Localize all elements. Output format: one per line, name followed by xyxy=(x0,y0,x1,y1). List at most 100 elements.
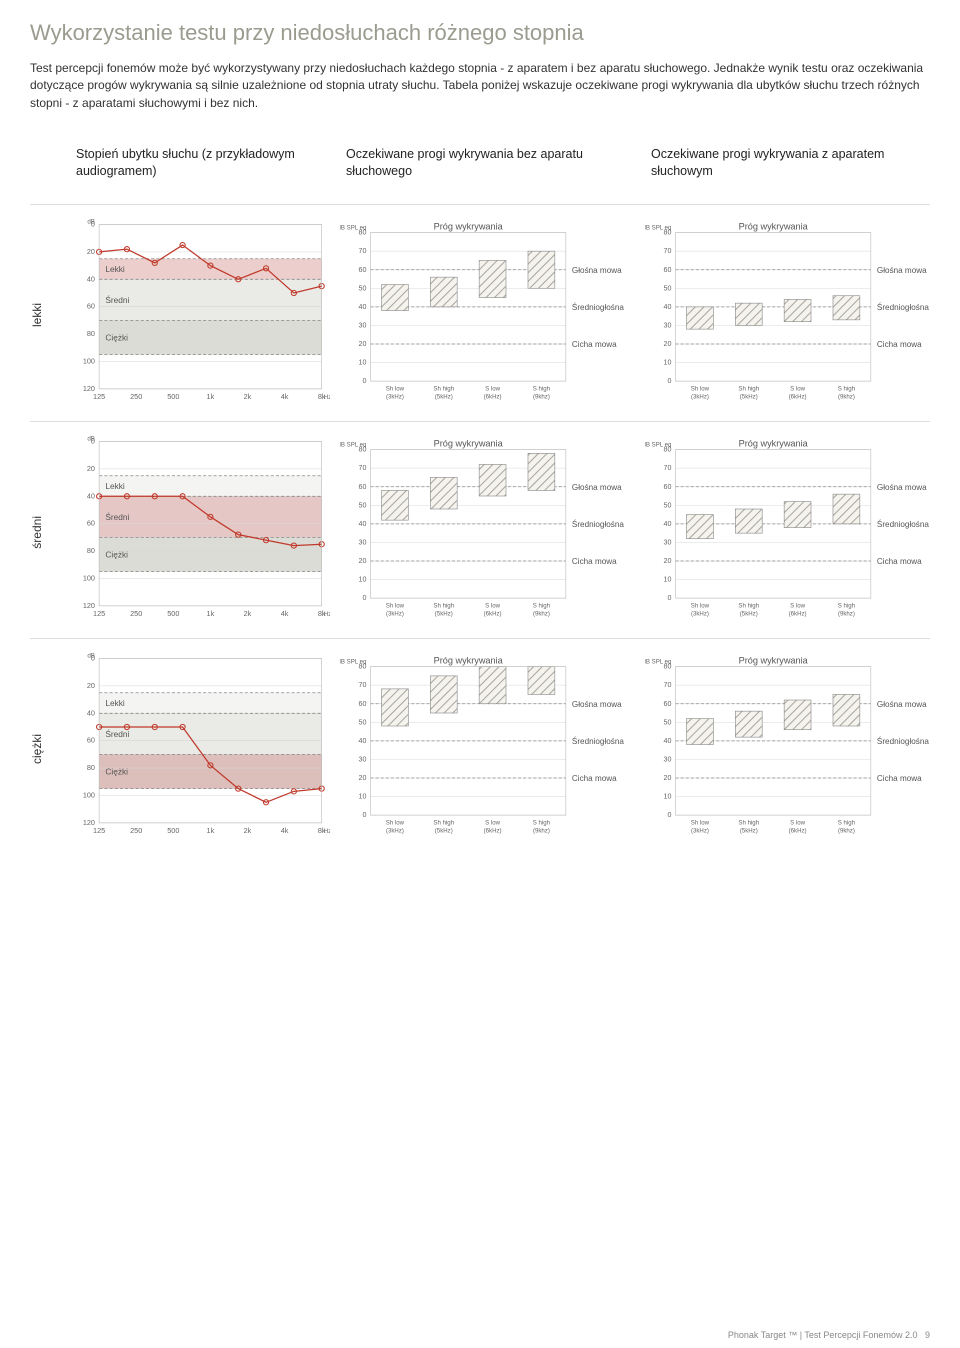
svg-text:0: 0 xyxy=(667,811,671,819)
svg-text:50: 50 xyxy=(359,501,367,509)
barchart-unaided-ciezki: Próg wykrywaniadB SPL eq0102030405060708… xyxy=(340,649,635,849)
audiogram-sredni: LekkiŚredniCiężki020406080100120dB125250… xyxy=(70,432,330,632)
barchart-aided-lekki: Próg wykrywaniadB SPL eq0102030405060708… xyxy=(645,215,940,415)
svg-text:S high: S high xyxy=(533,385,550,392)
svg-text:10: 10 xyxy=(359,576,367,584)
audiogram-lekki: LekkiŚredniCiężki020406080100120dB125250… xyxy=(70,215,330,415)
svg-text:(9khz): (9khz) xyxy=(533,827,550,834)
svg-text:Sh low: Sh low xyxy=(386,602,405,609)
svg-text:4k: 4k xyxy=(281,826,289,835)
svg-text:50: 50 xyxy=(664,284,672,292)
svg-text:(3kHz): (3kHz) xyxy=(386,393,404,400)
svg-text:125: 125 xyxy=(93,826,105,835)
svg-text:60: 60 xyxy=(87,519,95,528)
svg-text:60: 60 xyxy=(359,700,367,708)
svg-text:10: 10 xyxy=(359,793,367,801)
barchart-aided-ciezki: Próg wykrywaniadB SPL eq0102030405060708… xyxy=(645,649,940,849)
svg-text:(5kHz): (5kHz) xyxy=(435,827,453,834)
svg-text:40: 40 xyxy=(87,491,95,500)
svg-text:70: 70 xyxy=(359,681,367,689)
svg-text:100: 100 xyxy=(83,790,95,799)
svg-text:40: 40 xyxy=(359,737,367,745)
unaided-cell-ciezki: Próg wykrywaniadB SPL eq0102030405060708… xyxy=(340,649,635,849)
svg-text:(3kHz): (3kHz) xyxy=(386,827,404,834)
svg-text:70: 70 xyxy=(664,464,672,472)
svg-text:80: 80 xyxy=(359,229,367,237)
svg-text:Cicha mowa: Cicha mowa xyxy=(572,557,617,566)
svg-text:Sh high: Sh high xyxy=(433,385,454,392)
svg-text:40: 40 xyxy=(664,737,672,745)
svg-text:20: 20 xyxy=(87,464,95,473)
svg-text:40: 40 xyxy=(664,520,672,528)
svg-text:Lekki: Lekki xyxy=(105,264,125,274)
svg-text:Głośna mowa: Głośna mowa xyxy=(572,266,622,275)
svg-text:1k: 1k xyxy=(207,392,215,401)
svg-text:80: 80 xyxy=(664,229,672,237)
svg-text:Sh low: Sh low xyxy=(691,385,710,392)
svg-text:80: 80 xyxy=(359,446,367,454)
svg-text:10: 10 xyxy=(664,576,672,584)
svg-text:Sh high: Sh high xyxy=(738,385,759,392)
unaided-cell-sredni: Próg wykrywaniadB SPL eq0102030405060708… xyxy=(340,432,635,632)
svg-text:Średniogłośna: Średniogłośna xyxy=(572,518,624,529)
svg-text:Sh high: Sh high xyxy=(433,602,454,609)
audiogram-cell-ciezki: LekkiŚredniCiężki020406080100120dB125250… xyxy=(70,649,330,849)
svg-text:(5kHz): (5kHz) xyxy=(740,393,758,400)
svg-text:70: 70 xyxy=(664,247,672,255)
svg-text:(5kHz): (5kHz) xyxy=(435,610,453,617)
svg-text:S high: S high xyxy=(533,602,550,609)
svg-text:dB: dB xyxy=(87,435,95,442)
chart-row-sredni: średni LekkiŚredniCiężki020406080100120d… xyxy=(30,421,930,638)
svg-text:20: 20 xyxy=(359,557,367,565)
svg-text:500: 500 xyxy=(167,609,179,618)
svg-text:Próg wykrywania: Próg wykrywania xyxy=(434,655,504,665)
svg-text:Lekki: Lekki xyxy=(105,698,125,708)
svg-text:(6kHz): (6kHz) xyxy=(789,393,807,400)
svg-text:(9khz): (9khz) xyxy=(533,393,550,400)
column-headers: Stopień ubytku słuchu (z przykładowym au… xyxy=(30,132,930,194)
svg-text:Sh low: Sh low xyxy=(386,819,405,826)
audiogram-ciezki: LekkiŚredniCiężki020406080100120dB125250… xyxy=(70,649,330,849)
svg-text:50: 50 xyxy=(359,284,367,292)
svg-text:Średniogłośna: Średniogłośna xyxy=(877,518,929,529)
svg-text:(9khz): (9khz) xyxy=(533,610,550,617)
svg-text:(9khz): (9khz) xyxy=(838,610,855,617)
svg-text:Głośna mowa: Głośna mowa xyxy=(877,700,927,709)
svg-text:100: 100 xyxy=(83,573,95,582)
svg-text:20: 20 xyxy=(664,340,672,348)
svg-text:S high: S high xyxy=(838,385,855,392)
svg-text:60: 60 xyxy=(87,736,95,745)
svg-text:2k: 2k xyxy=(244,392,252,401)
svg-text:Głośna mowa: Głośna mowa xyxy=(572,700,622,709)
svg-text:30: 30 xyxy=(664,321,672,329)
svg-text:50: 50 xyxy=(664,501,672,509)
svg-text:(6kHz): (6kHz) xyxy=(484,610,502,617)
svg-text:S low: S low xyxy=(485,602,501,609)
header-aided: Oczekiwane progi wykrywania z aparatem s… xyxy=(645,132,940,194)
svg-text:20: 20 xyxy=(87,247,95,256)
svg-text:(9khz): (9khz) xyxy=(838,393,855,400)
svg-text:S low: S low xyxy=(485,385,501,392)
svg-text:Próg wykrywania: Próg wykrywania xyxy=(739,438,809,448)
svg-text:Próg wykrywania: Próg wykrywania xyxy=(434,221,504,231)
svg-text:S high: S high xyxy=(533,819,550,826)
svg-text:60: 60 xyxy=(664,266,672,274)
svg-text:(5kHz): (5kHz) xyxy=(435,393,453,400)
svg-text:(6kHz): (6kHz) xyxy=(789,610,807,617)
svg-text:70: 70 xyxy=(664,681,672,689)
svg-text:(9khz): (9khz) xyxy=(838,827,855,834)
svg-text:dB: dB xyxy=(87,218,95,225)
svg-text:30: 30 xyxy=(359,321,367,329)
svg-text:S low: S low xyxy=(790,602,806,609)
svg-text:Hz: Hz xyxy=(324,394,330,401)
svg-text:Cicha mowa: Cicha mowa xyxy=(572,340,617,349)
svg-text:(6kHz): (6kHz) xyxy=(789,827,807,834)
row-label-ciezki: ciężki xyxy=(30,730,60,768)
barchart-unaided-sredni: Próg wykrywaniadB SPL eq0102030405060708… xyxy=(340,432,635,632)
svg-text:10: 10 xyxy=(664,359,672,367)
svg-text:S high: S high xyxy=(838,819,855,826)
svg-text:dB: dB xyxy=(87,652,95,659)
svg-text:Próg wykrywania: Próg wykrywania xyxy=(739,221,809,231)
page-footer: Phonak Target ™ | Test Percepcji Fonemów… xyxy=(728,1330,930,1340)
svg-text:80: 80 xyxy=(87,329,95,338)
